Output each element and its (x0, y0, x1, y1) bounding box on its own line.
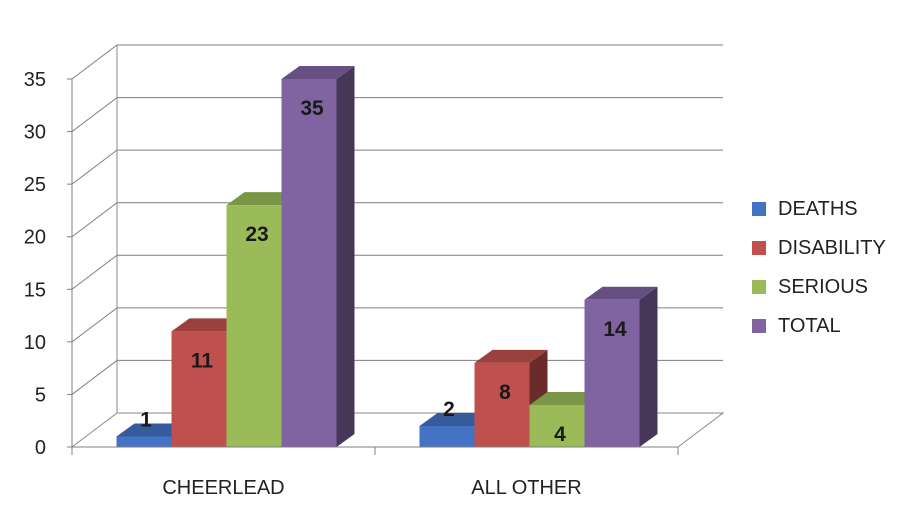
legend-label: TOTAL (778, 315, 841, 337)
y-tick-label: 30 (24, 122, 46, 144)
legend-label: DISABILITY (778, 237, 886, 259)
floor-outline (71, 412, 725, 448)
gridline (71, 97, 723, 132)
bar-front (584, 299, 640, 447)
bar: 14 (584, 286, 658, 447)
gridline (71, 44, 723, 80)
bar-side (336, 66, 355, 447)
gridline (71, 149, 723, 185)
gridline (71, 307, 723, 343)
gridline (71, 202, 723, 238)
bar: 35 (281, 66, 355, 447)
bar-front (226, 205, 282, 447)
data-label: 35 (300, 97, 324, 120)
data-label: 11 (191, 349, 214, 372)
legend-label: SERIOUS (778, 276, 868, 298)
bar-top (171, 318, 245, 332)
x-axis: CHEERLEAD ALL OTHER (71, 446, 679, 499)
bar-front (116, 436, 172, 447)
y-tick-label: 20 (24, 227, 46, 249)
bar-front (474, 362, 530, 447)
bar-top (529, 391, 603, 405)
legend-swatch (752, 241, 766, 255)
y-tick-label: 0 (35, 437, 46, 459)
bar-top (116, 423, 190, 437)
bar-side (639, 286, 658, 447)
legend-swatch (752, 319, 766, 333)
bar: 1 (116, 408, 190, 447)
x-category-label: CHEERLEAD (162, 477, 284, 499)
data-label: 8 (499, 381, 511, 404)
bar-top (281, 66, 355, 79)
legend-label: DEATHS (778, 198, 858, 220)
bar-front (529, 404, 585, 447)
y-tick-label: 15 (24, 279, 46, 301)
bar-top (226, 192, 300, 206)
y-tick-label: 10 (24, 332, 46, 354)
legend-swatch (752, 280, 766, 294)
data-label: 14 (603, 318, 627, 341)
bar-top (584, 286, 658, 300)
gridline (71, 254, 723, 290)
bar-front (419, 425, 475, 447)
legend: DEATHS DISABILITY SERIOUS TOTAL (752, 198, 886, 337)
x-category-label: ALL OTHER (471, 477, 581, 499)
data-label: 23 (245, 223, 268, 246)
data-label: 2 (443, 398, 455, 421)
y-tick-label: 5 (35, 384, 46, 406)
legend-swatch (752, 202, 766, 216)
bar-top (474, 349, 548, 363)
bar-top (419, 412, 493, 426)
data-label: 1 (140, 408, 152, 431)
y-tick-label: 25 (24, 174, 46, 196)
y-axis: 0 5 10 15 20 25 30 35 (24, 69, 73, 459)
data-label: 4 (554, 423, 566, 446)
bar-front (281, 79, 337, 447)
bar-front (171, 331, 227, 447)
chart-walls (71, 45, 725, 448)
gridlines (71, 44, 723, 395)
y-tick-label: 35 (24, 69, 46, 91)
